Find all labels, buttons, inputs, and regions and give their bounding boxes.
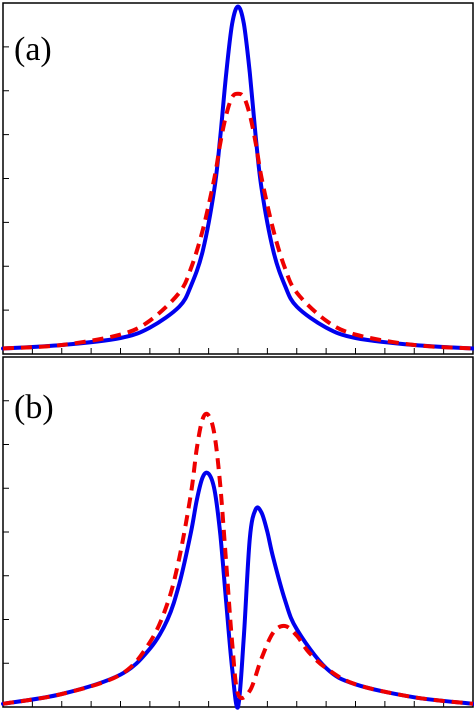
panel-b-dashed-curve — [2, 411, 474, 706]
panel-a: (a) — [1, 2, 474, 355]
panel-b-solid-curve — [1, 470, 474, 710]
panel-b-axes-frame — [2, 356, 474, 708]
panel-a-solid-curve — [1, 4, 474, 351]
panel-b: (b) — [1, 356, 474, 710]
panel-a-dashed-curve — [2, 91, 474, 351]
panel-a-axes-frame — [2, 2, 474, 355]
panel-b-label: (b) — [14, 389, 54, 426]
panel-a-label: (a) — [14, 31, 52, 68]
